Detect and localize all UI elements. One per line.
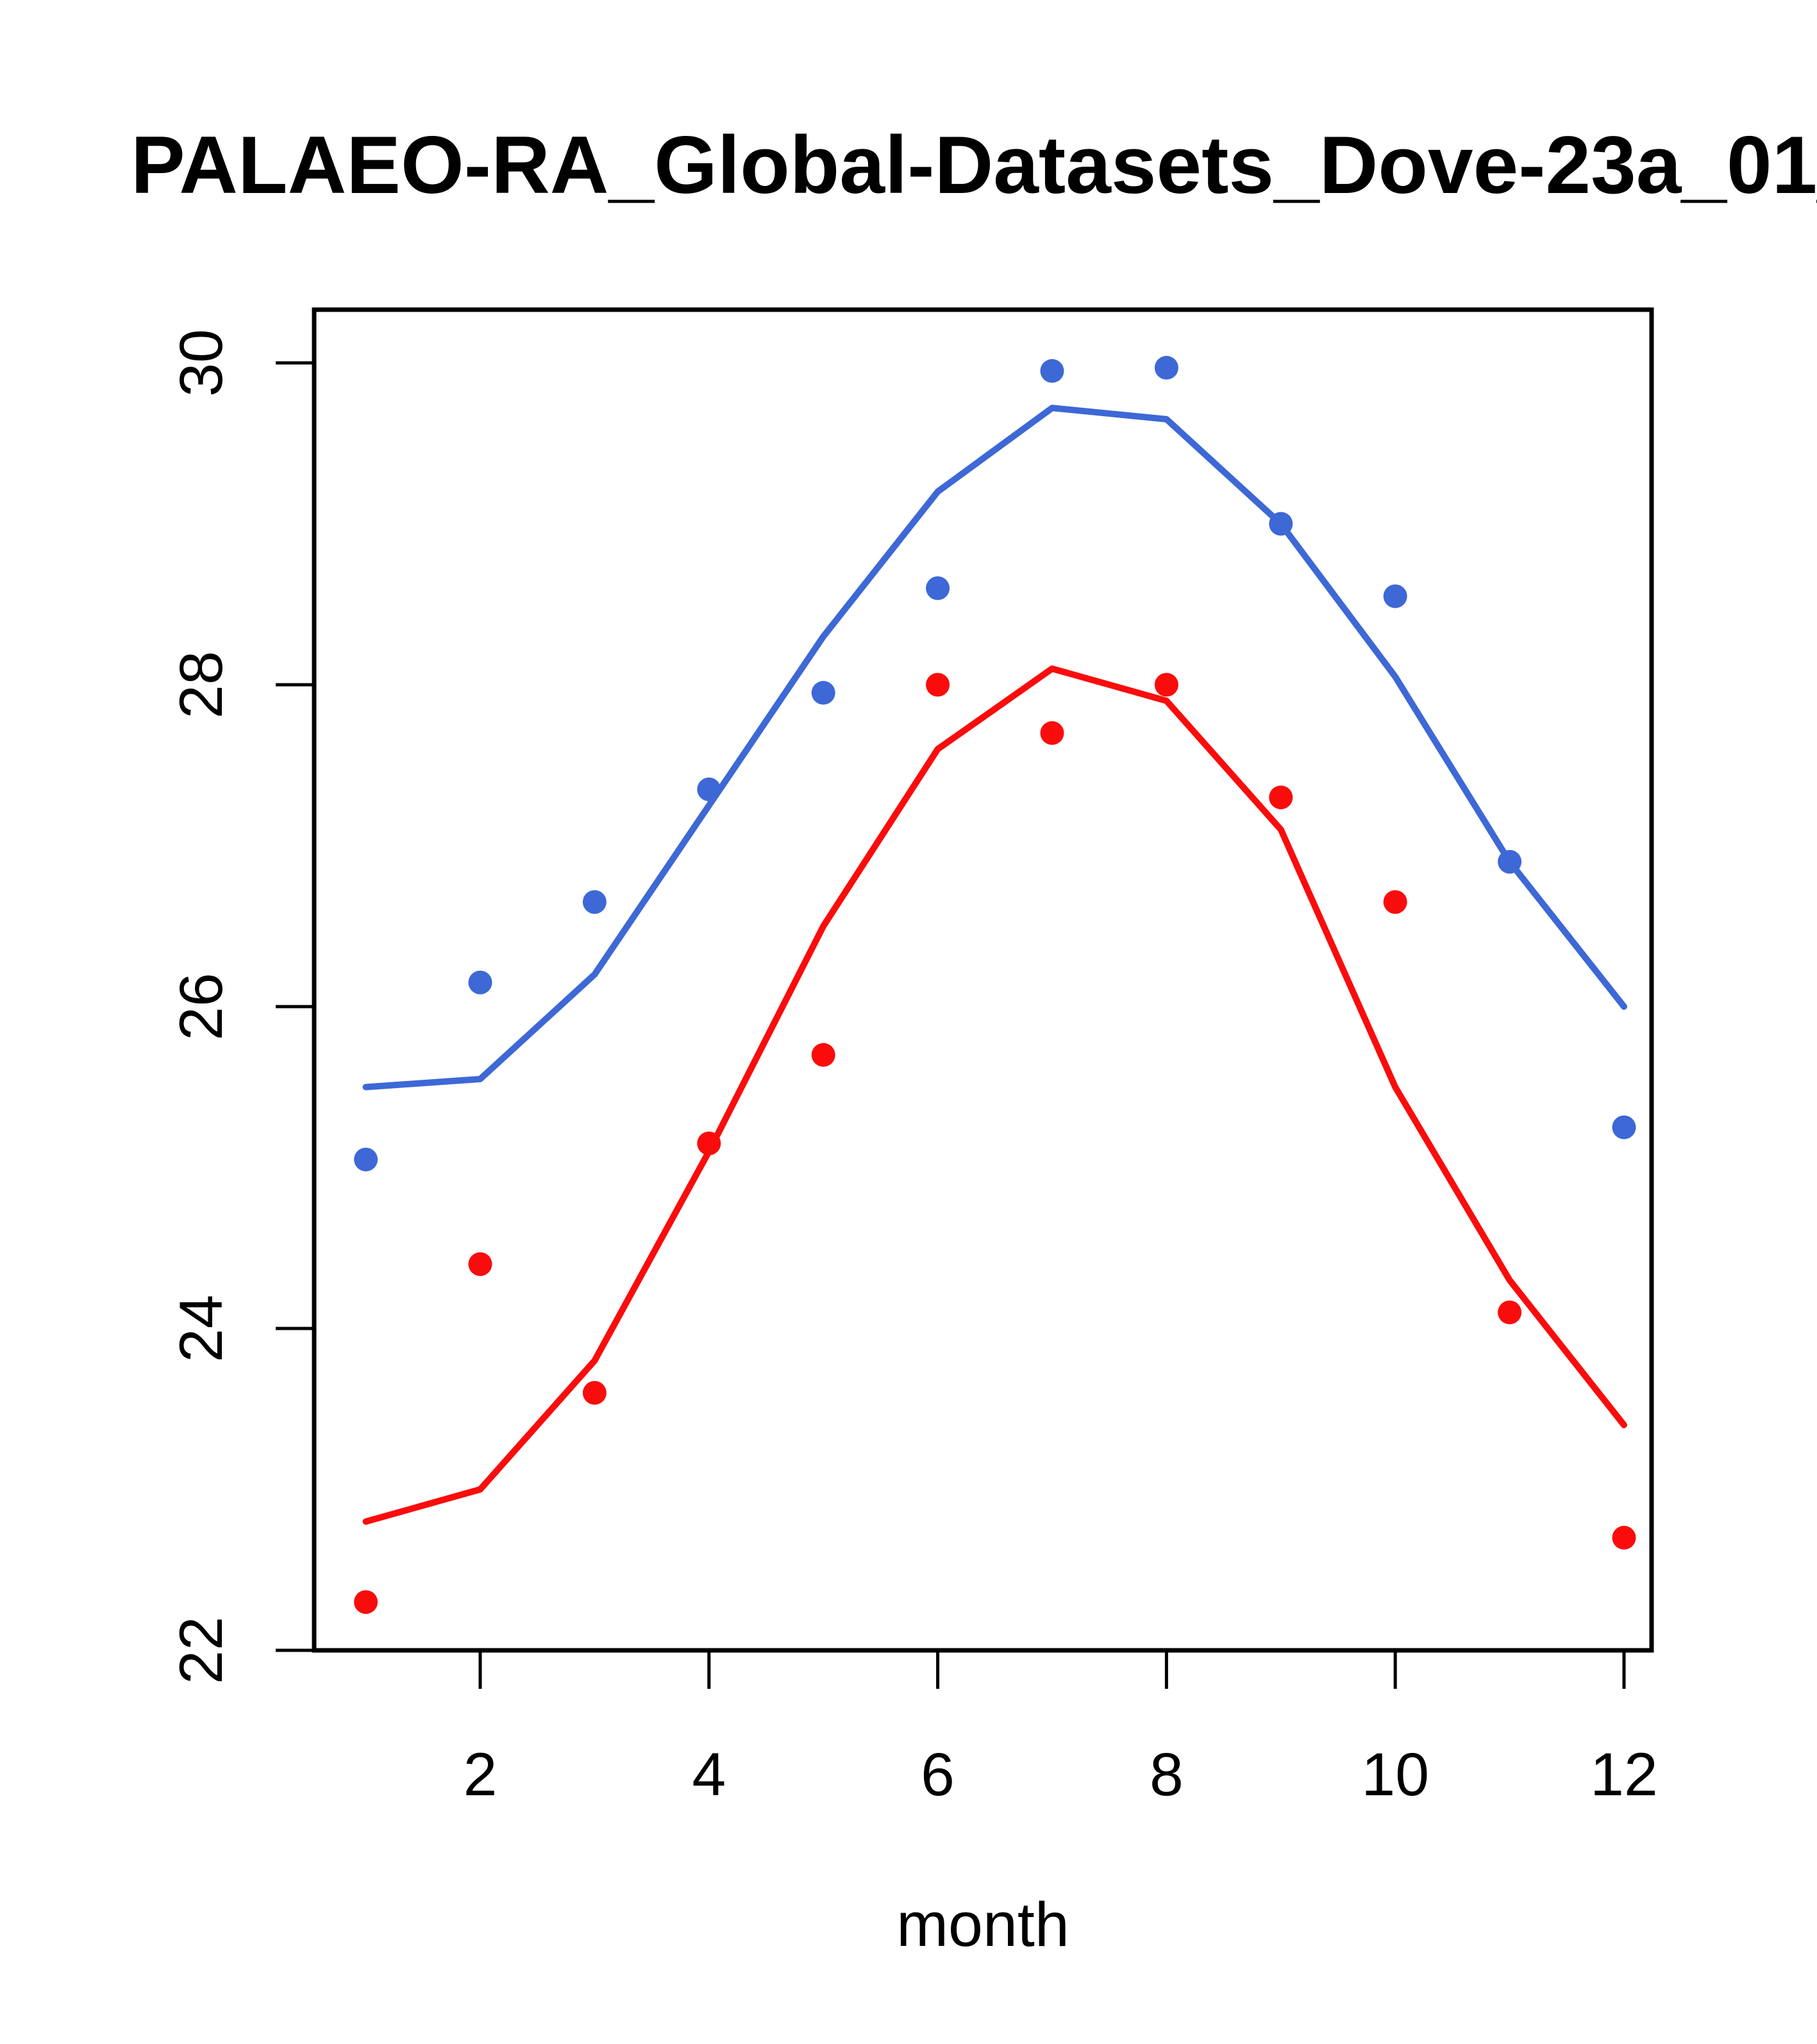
- blue-point: [1612, 1115, 1636, 1139]
- red-point: [1269, 785, 1293, 810]
- x-tick-label: 10: [1361, 1741, 1429, 1809]
- red-point: [697, 1131, 721, 1155]
- blue-point: [468, 970, 492, 994]
- y-tick-label: 30: [167, 329, 235, 397]
- blue-point: [1269, 512, 1293, 536]
- x-tick-label: 6: [921, 1741, 955, 1809]
- red-point: [354, 1590, 378, 1614]
- plot-box: [312, 307, 1654, 1653]
- y-axis-ticks: 22 24 26 28 30: [167, 329, 314, 1684]
- series-lines: [362, 405, 1627, 1525]
- x-axis-label: month: [896, 1889, 1069, 1959]
- series-points: [354, 356, 1636, 1614]
- x-tick-label: 4: [692, 1741, 726, 1809]
- red-line: [362, 665, 1627, 1525]
- red-point: [1612, 1525, 1636, 1550]
- blue-point: [1383, 584, 1407, 608]
- red-point: [468, 1252, 492, 1277]
- chart-title: PALAEO-RA_Global-Datasets_Dove-23a_01_ta: [131, 119, 1817, 210]
- red-point: [1040, 721, 1064, 745]
- red-point: [926, 673, 950, 697]
- y-tick-label: 22: [167, 1616, 235, 1684]
- y-tick-label: 28: [167, 651, 235, 719]
- blue-point: [697, 777, 721, 801]
- blue-point: [926, 576, 950, 600]
- y-tick-label: 24: [167, 1294, 235, 1362]
- x-axis-ticks: 2 4 6 8 10 12: [464, 1650, 1658, 1809]
- blue-point: [582, 890, 607, 914]
- red-point: [1154, 673, 1178, 697]
- x-tick-label: 12: [1590, 1741, 1658, 1809]
- blue-point: [354, 1147, 378, 1171]
- red-point: [811, 1043, 835, 1067]
- blue-point: [1154, 356, 1178, 380]
- red-point: [1498, 1300, 1522, 1325]
- blue-point: [1040, 359, 1064, 383]
- red-point: [582, 1380, 607, 1405]
- red-point: [1383, 890, 1407, 914]
- x-tick-label: 8: [1150, 1741, 1184, 1809]
- x-tick-label: 2: [464, 1741, 498, 1809]
- blue-point: [1498, 850, 1522, 874]
- blue-point: [811, 681, 835, 705]
- y-tick-label: 26: [167, 973, 235, 1041]
- blue-line: [362, 405, 1627, 1091]
